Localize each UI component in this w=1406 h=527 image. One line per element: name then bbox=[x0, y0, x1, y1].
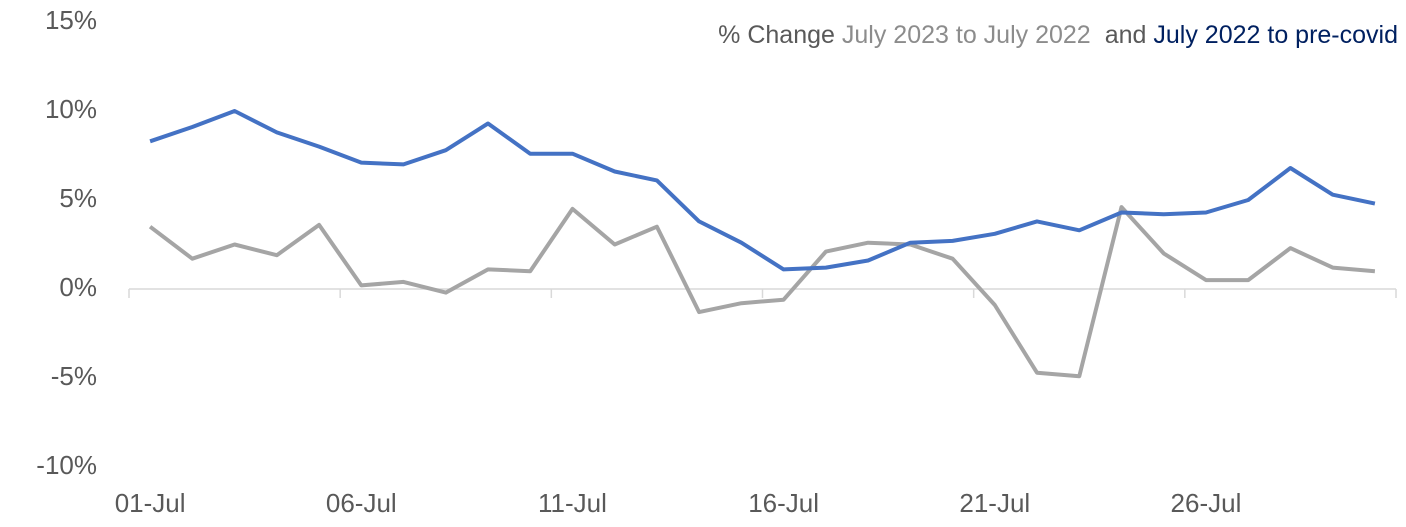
y-tick-label: 15% bbox=[45, 5, 97, 35]
title-segment: % Change bbox=[718, 21, 835, 49]
series-line bbox=[148, 205, 1376, 379]
series-line bbox=[149, 109, 1376, 272]
x-tick-label: 11-Jul bbox=[538, 488, 607, 518]
x-tick-label: 16-Jul bbox=[748, 488, 819, 518]
y-tick-label: 10% bbox=[45, 94, 97, 124]
x-tick-label: 21-Jul bbox=[959, 488, 1030, 518]
y-tick-label: -10% bbox=[36, 450, 97, 480]
chart-title: % Change July 2023 to July 2022 and July 20… bbox=[718, 21, 1398, 49]
title-segment: July 2023 to July 2022 bbox=[842, 21, 1091, 49]
y-tick-label: 0% bbox=[59, 272, 97, 302]
y-tick-label: 5% bbox=[59, 183, 97, 213]
x-tick-label: 26-Jul bbox=[1171, 488, 1242, 518]
y-tick-label: -5% bbox=[51, 361, 97, 391]
x-tick-label: 01-Jul bbox=[115, 488, 186, 518]
title-segment: July 2022 to pre-covid bbox=[1153, 21, 1398, 49]
x-tick-label: 06-Jul bbox=[326, 488, 397, 518]
title-segment: and bbox=[1105, 21, 1147, 49]
